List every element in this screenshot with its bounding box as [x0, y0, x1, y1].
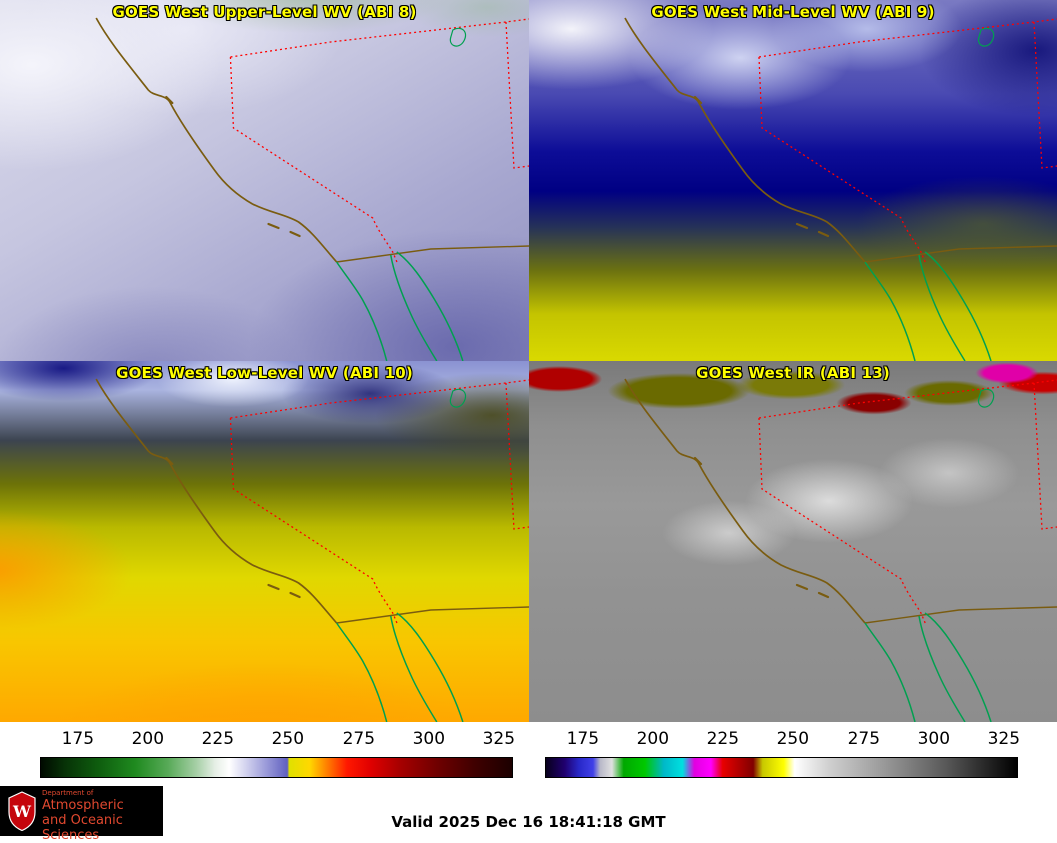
- uw-crest-icon: W: [8, 791, 36, 831]
- panel-ir: GOES West IR (ABI 13): [529, 361, 1057, 722]
- tick-label: 175: [61, 729, 95, 749]
- logo-line1: Atmospheric: [42, 798, 124, 813]
- tick-label: 200: [131, 729, 165, 749]
- crest-monogram: W: [12, 802, 32, 821]
- ir-colorbar-ticks: 175 200 225 250 275 300 325: [545, 722, 1021, 754]
- wv-colorbar: [40, 757, 513, 778]
- ir-colorbar: [545, 757, 1018, 778]
- map-overlay: [623, 377, 1057, 722]
- panel-title: GOES West IR (ABI 13): [696, 364, 890, 382]
- panel-title: GOES West Mid-Level WV (ABI 9): [651, 3, 935, 21]
- logo-dept-prefix: Department of: [42, 789, 94, 797]
- tick-label: 225: [201, 729, 235, 749]
- panel-low-level-wv: GOES West Low-Level WV (ABI 10): [0, 361, 529, 722]
- panel-title: GOES West Upper-Level WV (ABI 8): [112, 3, 417, 21]
- tick-label: 300: [412, 729, 446, 749]
- tick-label: 275: [847, 729, 881, 749]
- wv-colorbar-ticks: 175 200 225 250 275 300 325: [40, 722, 516, 754]
- panel-mid-level-wv: GOES West Mid-Level WV (ABI 9): [529, 0, 1057, 361]
- map-overlay: [95, 377, 529, 722]
- panel-upper-level-wv: GOES West Upper-Level WV (ABI 8): [0, 0, 529, 361]
- wv-colorbar-group: 175 200 225 250 275 300 325: [40, 722, 516, 786]
- satellite-quadrant-grid: GOES West Upper-Level WV (ABI 8) GOES We…: [0, 0, 1057, 722]
- tick-label: 325: [482, 729, 516, 749]
- valid-timestamp: Valid 2025 Dec 16 18:41:18 GMT: [391, 813, 666, 831]
- tick-label: 250: [776, 729, 810, 749]
- tick-label: 200: [636, 729, 670, 749]
- tick-label: 275: [342, 729, 376, 749]
- map-overlay: [623, 16, 1057, 361]
- tick-label: 250: [271, 729, 305, 749]
- colorbar-strip: 175 200 225 250 275 300 325 175 200 225 …: [0, 722, 1057, 786]
- panel-title: GOES West Low-Level WV (ABI 10): [116, 364, 413, 382]
- map-overlay: [95, 16, 529, 361]
- tick-label: 225: [706, 729, 740, 749]
- ir-colorbar-group: 175 200 225 250 275 300 325: [545, 722, 1021, 786]
- footer: W Department of Atmospheric and Oceanic …: [0, 786, 1057, 843]
- tick-label: 175: [566, 729, 600, 749]
- tick-label: 325: [987, 729, 1021, 749]
- tick-label: 300: [917, 729, 951, 749]
